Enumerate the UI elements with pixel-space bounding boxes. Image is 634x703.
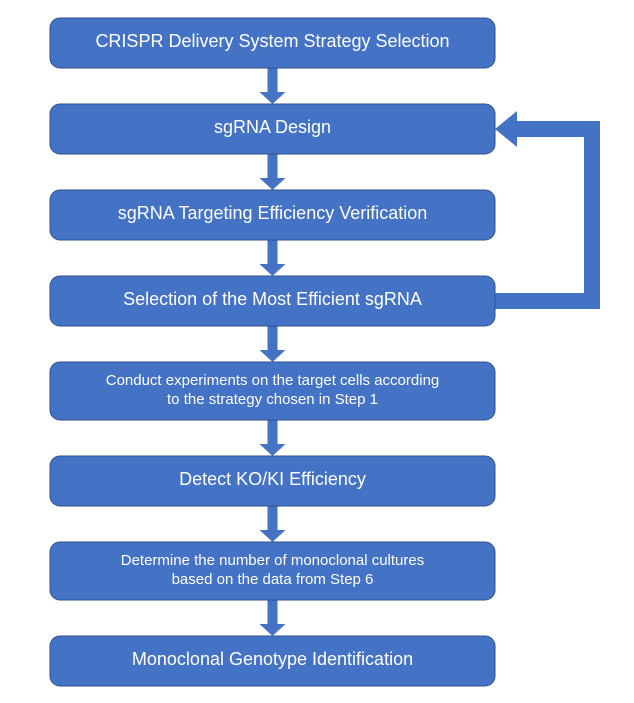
flow-node: Monoclonal Genotype Identification <box>50 636 495 686</box>
down-arrow <box>260 600 286 636</box>
flow-node-label: Selection of the Most Efficient sgRNA <box>123 289 422 309</box>
flow-node: Conduct experiments on the target cells … <box>50 362 495 420</box>
flow-node-label: Detect KO/KI Efficiency <box>179 469 366 489</box>
down-arrow <box>260 326 286 362</box>
down-arrow <box>260 154 286 190</box>
down-arrow <box>260 240 286 276</box>
flow-node: sgRNA Design <box>50 104 495 154</box>
flowchart-canvas: CRISPR Delivery System Strategy Selectio… <box>0 0 634 703</box>
flow-node: Selection of the Most Efficient sgRNA <box>50 276 495 326</box>
down-arrow <box>260 506 286 542</box>
flow-node-label: sgRNA Design <box>214 117 331 137</box>
flow-node: CRISPR Delivery System Strategy Selectio… <box>50 18 495 68</box>
flow-node-label: Monoclonal Genotype Identification <box>132 649 413 669</box>
flow-node: sgRNA Targeting Efficiency Verification <box>50 190 495 240</box>
feedback-arrow <box>495 111 600 309</box>
flow-node: Determine the number of monoclonal cultu… <box>50 542 495 600</box>
flow-node: Detect KO/KI Efficiency <box>50 456 495 506</box>
flow-node-label: CRISPR Delivery System Strategy Selectio… <box>95 31 449 51</box>
flow-node-label: sgRNA Targeting Efficiency Verification <box>118 203 428 223</box>
down-arrow <box>260 68 286 104</box>
down-arrow <box>260 420 286 456</box>
